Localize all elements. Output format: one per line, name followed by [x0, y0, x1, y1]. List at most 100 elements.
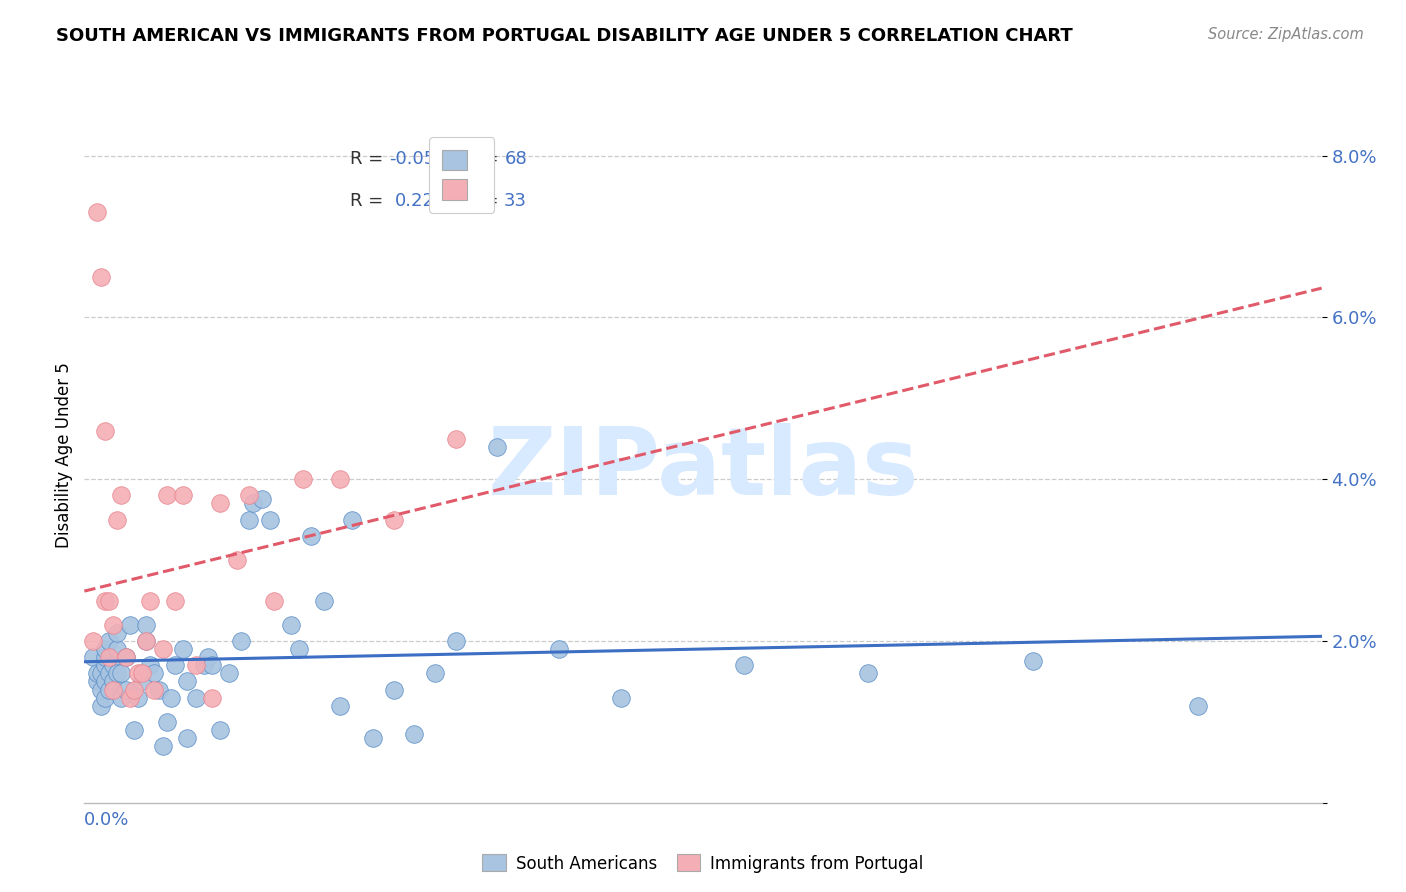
Point — [118, 690, 141, 705]
Point — [250, 492, 273, 507]
Point — [444, 634, 467, 648]
Point — [94, 593, 117, 607]
Point — [139, 593, 162, 607]
Point — [226, 553, 249, 567]
Point — [127, 690, 149, 705]
Text: R =: R = — [350, 150, 389, 169]
Point — [135, 617, 157, 632]
Point — [118, 617, 141, 632]
Point — [444, 432, 467, 446]
Point — [114, 650, 136, 665]
Point — [105, 642, 128, 657]
Point — [110, 690, 132, 705]
Text: 68: 68 — [505, 150, 527, 169]
Point — [98, 593, 121, 607]
Point — [288, 642, 311, 657]
Point — [94, 658, 117, 673]
Point — [238, 488, 260, 502]
Text: SOUTH AMERICAN VS IMMIGRANTS FROM PORTUGAL DISABILITY AGE UNDER 5 CORRELATION CH: SOUTH AMERICAN VS IMMIGRANTS FROM PORTUG… — [56, 27, 1073, 45]
Point — [201, 690, 224, 705]
Point — [280, 617, 302, 632]
Point — [547, 642, 569, 657]
Point — [342, 513, 364, 527]
Point — [201, 658, 224, 673]
Point — [82, 650, 104, 665]
Point — [160, 690, 183, 705]
Point — [90, 698, 112, 713]
Point — [98, 666, 121, 681]
Point — [856, 666, 879, 681]
Point — [98, 650, 121, 665]
Y-axis label: Disability Age Under 5: Disability Age Under 5 — [55, 362, 73, 548]
Point — [423, 666, 446, 681]
Point — [82, 634, 104, 648]
Point — [94, 690, 117, 705]
Point — [172, 488, 194, 502]
Point — [291, 472, 314, 486]
Point — [131, 666, 153, 681]
Point — [165, 658, 187, 673]
Point — [404, 727, 426, 741]
Point — [184, 658, 207, 673]
Text: 0.223: 0.223 — [395, 192, 447, 210]
Point — [329, 698, 352, 713]
Text: N =: N = — [447, 192, 503, 210]
Point — [103, 674, 125, 689]
Point — [86, 666, 108, 681]
Point — [609, 690, 631, 705]
Point — [218, 666, 240, 681]
Point — [176, 731, 198, 745]
Point — [122, 723, 145, 737]
Point — [299, 529, 322, 543]
Text: ZIPatlas: ZIPatlas — [488, 423, 918, 515]
Point — [94, 424, 117, 438]
Point — [238, 513, 260, 527]
Point — [94, 650, 117, 665]
Point — [103, 617, 125, 632]
Legend: , : , — [429, 137, 495, 213]
Point — [114, 650, 136, 665]
Point — [485, 440, 508, 454]
Point — [172, 642, 194, 657]
Point — [94, 642, 117, 657]
Point — [152, 642, 174, 657]
Text: R =: R = — [350, 192, 395, 210]
Point — [103, 682, 125, 697]
Point — [98, 634, 121, 648]
Point — [259, 513, 281, 527]
Point — [122, 682, 145, 697]
Point — [361, 731, 384, 745]
Point — [143, 666, 166, 681]
Point — [263, 593, 285, 607]
Text: Source: ZipAtlas.com: Source: ZipAtlas.com — [1208, 27, 1364, 42]
Point — [1187, 698, 1209, 713]
Point — [184, 690, 207, 705]
Point — [733, 658, 755, 673]
Point — [242, 496, 264, 510]
Point — [209, 723, 232, 737]
Point — [312, 593, 335, 607]
Point — [105, 626, 128, 640]
Point — [90, 666, 112, 681]
Point — [110, 666, 132, 681]
Point — [197, 650, 219, 665]
Point — [110, 488, 132, 502]
Point — [143, 682, 166, 697]
Point — [131, 674, 153, 689]
Point — [156, 714, 179, 729]
Text: N =: N = — [447, 150, 505, 169]
Point — [98, 682, 121, 697]
Point — [135, 634, 157, 648]
Text: 33: 33 — [503, 192, 527, 210]
Point — [176, 674, 198, 689]
Point — [382, 682, 405, 697]
Point — [105, 666, 128, 681]
Point — [193, 658, 215, 673]
Point — [86, 674, 108, 689]
Legend: South Americans, Immigrants from Portugal: South Americans, Immigrants from Portuga… — [475, 847, 931, 880]
Text: 0.0%: 0.0% — [84, 811, 129, 830]
Point — [156, 488, 179, 502]
Point — [148, 682, 170, 697]
Point — [152, 739, 174, 754]
Point — [1022, 654, 1045, 668]
